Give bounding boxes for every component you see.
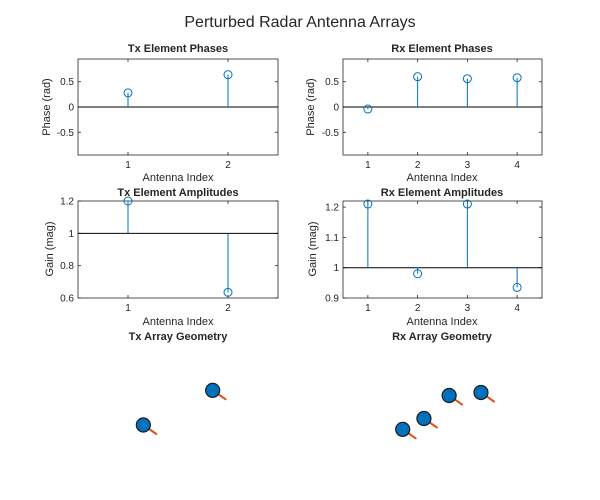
stem-marker bbox=[413, 269, 423, 279]
antenna-element bbox=[395, 421, 411, 437]
rx-amplitude-axes bbox=[342, 200, 543, 299]
rx-amplitude-xlabel: Antenna Index bbox=[407, 316, 478, 328]
rx-phase-marks bbox=[343, 72, 542, 114]
x-tick-label: 2 bbox=[415, 160, 421, 171]
y-tick-label: 0 bbox=[333, 103, 339, 114]
antenna-element bbox=[473, 384, 489, 401]
x-tick-label: 2 bbox=[225, 303, 231, 314]
x-tick-label: 1 bbox=[125, 303, 131, 314]
y-tick-label: 1 bbox=[68, 229, 74, 240]
tx-phase-plot: Tx Element Phases 1 2 -0.5 0 0.5 Antenna Ind… bbox=[41, 43, 279, 184]
x-tick-label: 4 bbox=[514, 303, 520, 314]
x-tick-label: 2 bbox=[415, 303, 421, 314]
y-tick-label: 0.5 bbox=[60, 77, 74, 88]
x-tick-label: 1 bbox=[125, 160, 131, 171]
rx-geometry-marks bbox=[395, 384, 495, 440]
tx-phase-ylabel: Phase (rad) bbox=[41, 78, 53, 135]
stem-marker bbox=[512, 282, 522, 292]
rx-amplitude-ylabel: Gain (mag) bbox=[307, 221, 319, 276]
rx-phase-plot: Rx Element Phases 1 2 3 4 -0.5 0 0.5 Antenna I… bbox=[305, 43, 543, 184]
tx-amplitude-marks bbox=[78, 196, 278, 297]
rx-phase-title: Rx Element Phases bbox=[391, 43, 493, 55]
x-tick-label: 3 bbox=[465, 303, 471, 314]
x-tick-label: 3 bbox=[465, 160, 471, 171]
y-tick-label: 0.5 bbox=[325, 77, 339, 88]
tx-phase-marks bbox=[78, 70, 278, 108]
antenna-element bbox=[441, 387, 457, 404]
stem-marker bbox=[123, 88, 133, 98]
y-tick-label: 1.2 bbox=[60, 197, 74, 208]
x-tick-label: 4 bbox=[514, 160, 520, 171]
stem-marker bbox=[512, 73, 522, 83]
stem-marker bbox=[413, 72, 423, 82]
tx-amplitude-xlabel: Antenna Index bbox=[143, 316, 214, 328]
rx-amplitude-title: Rx Element Amplitudes bbox=[381, 187, 503, 199]
stem-marker bbox=[123, 196, 133, 206]
y-tick-label: 1.1 bbox=[325, 233, 339, 244]
tx-phase-title: Tx Element Phases bbox=[128, 43, 228, 55]
tx-amplitude-ylabel: Gain (mag) bbox=[44, 221, 56, 276]
tx-geometry-title: Tx Array Geometry bbox=[129, 331, 229, 343]
rx-geometry-plot: Rx Array Geometry bbox=[392, 331, 495, 440]
tx-phase-xlabel: Antenna Index bbox=[143, 172, 214, 184]
tx-amplitude-axes bbox=[77, 200, 279, 299]
tx-geometry-marks bbox=[135, 382, 227, 435]
stem-marker bbox=[462, 74, 472, 84]
antenna-element bbox=[416, 410, 432, 427]
figure-title: Perturbed Radar Antenna Arrays bbox=[184, 14, 415, 31]
y-tick-label: 1 bbox=[333, 263, 339, 274]
x-tick-label: 1 bbox=[365, 303, 371, 314]
tx-geometry-plot: Tx Array Geometry bbox=[129, 331, 229, 435]
x-tick-label: 2 bbox=[225, 160, 231, 171]
antenna-element bbox=[205, 382, 221, 398]
antenna-element bbox=[135, 417, 151, 433]
y-tick-label: 0 bbox=[68, 103, 74, 114]
rx-phase-xlabel: Antenna Index bbox=[407, 172, 478, 184]
rx-geometry-title: Rx Array Geometry bbox=[392, 331, 493, 343]
rx-amplitude-plot: Rx Element Amplitudes 1 2 3 4 0.9 1 1.1 1.2 Ant… bbox=[307, 187, 543, 328]
y-tick-label: -0.5 bbox=[322, 128, 340, 139]
tx-amplitude-title: Tx Element Amplitudes bbox=[117, 187, 238, 199]
y-tick-label: -0.5 bbox=[57, 128, 75, 139]
x-tick-label: 1 bbox=[365, 160, 371, 171]
y-tick-label: 1.2 bbox=[325, 203, 339, 214]
rx-amplitude-marks bbox=[343, 199, 542, 292]
stem-marker bbox=[223, 287, 233, 297]
stem-marker bbox=[363, 104, 373, 114]
stem-marker bbox=[223, 70, 233, 80]
stem-marker bbox=[363, 199, 373, 209]
tx-amplitude-ticks: 1 2 0.6 0.8 1 1.2 bbox=[60, 197, 278, 314]
y-tick-label: 0.8 bbox=[60, 261, 74, 272]
y-tick-label: 0.9 bbox=[325, 294, 339, 305]
rx-phase-ylabel: Phase (rad) bbox=[305, 78, 317, 135]
y-tick-label: 0.6 bbox=[60, 294, 74, 305]
stem-marker bbox=[462, 199, 472, 209]
rx-amplitude-ticks: 1 2 3 4 0.9 1 1.1 1.2 bbox=[325, 201, 542, 314]
tx-amplitude-plot: Tx Element Amplitudes 1 2 0.6 0.8 1 1.2 Anten… bbox=[44, 187, 279, 328]
